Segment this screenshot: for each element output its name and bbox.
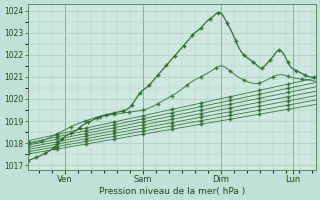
- X-axis label: Pression niveau de la mer( hPa ): Pression niveau de la mer( hPa ): [99, 187, 245, 196]
